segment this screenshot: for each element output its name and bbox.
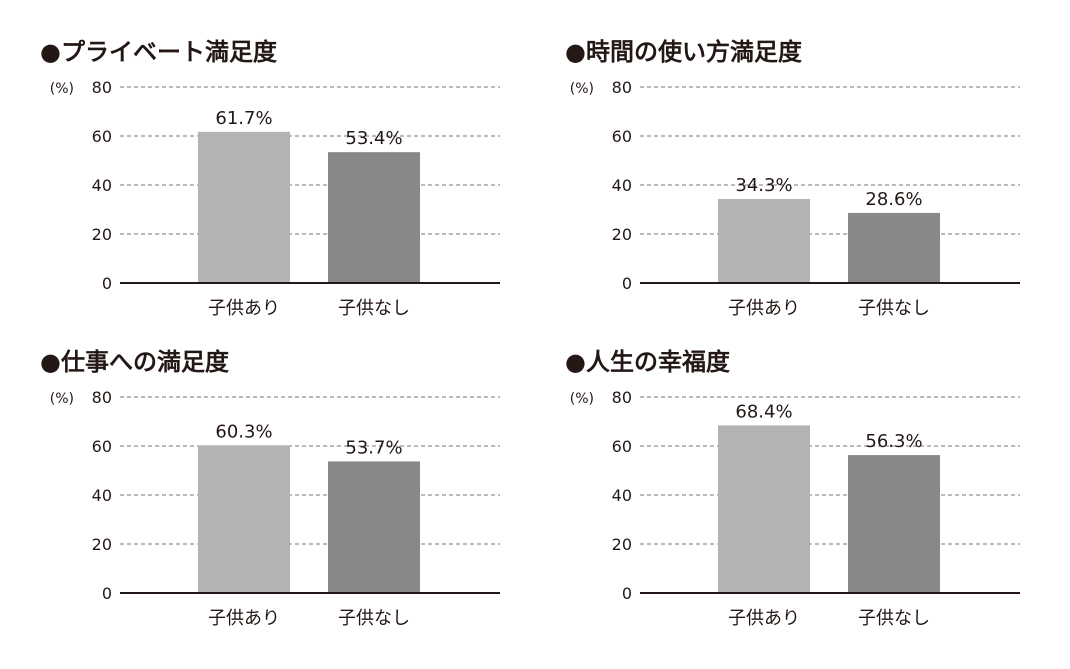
bar-with-children bbox=[198, 131, 290, 283]
x-tick-label: 子供なし bbox=[338, 608, 410, 629]
y-tick-label: 40 bbox=[612, 176, 632, 195]
x-tick-label: 子供あり bbox=[728, 608, 800, 629]
y-tick-label: 60 bbox=[612, 127, 632, 146]
y-tick-label: 0 bbox=[622, 274, 632, 293]
y-tick-label: 20 bbox=[92, 225, 112, 244]
y-tick-label: 80 bbox=[92, 388, 112, 407]
bar-without-children bbox=[848, 455, 940, 593]
y-tick-label: 60 bbox=[92, 437, 112, 456]
x-tick-label: 子供なし bbox=[338, 298, 410, 319]
data-label: 53.7% bbox=[345, 437, 402, 458]
y-axis-unit: (%) bbox=[50, 81, 74, 97]
bar-with-children bbox=[198, 445, 290, 593]
data-label: 28.6% bbox=[865, 189, 922, 210]
bar-with-children bbox=[718, 198, 810, 283]
bar-without-children bbox=[328, 461, 420, 593]
data-label: 53.4% bbox=[345, 128, 402, 149]
data-label: 61.7% bbox=[215, 108, 272, 129]
y-tick-label: 40 bbox=[92, 486, 112, 505]
y-tick-label: 20 bbox=[612, 225, 632, 244]
y-tick-label: 0 bbox=[102, 584, 112, 603]
y-axis-unit: (%) bbox=[570, 81, 594, 97]
x-tick-label: 子供あり bbox=[208, 608, 280, 629]
y-tick-label: 0 bbox=[102, 274, 112, 293]
x-tick-label: 子供あり bbox=[208, 298, 280, 319]
data-label: 68.4% bbox=[735, 401, 792, 422]
y-tick-label: 60 bbox=[92, 127, 112, 146]
y-tick-label: 80 bbox=[612, 78, 632, 97]
y-tick-label: 80 bbox=[92, 78, 112, 97]
chart-title: ●人生の幸福度 bbox=[565, 348, 731, 376]
chart-title: ●時間の使い方満足度 bbox=[565, 38, 803, 66]
data-label: 56.3% bbox=[865, 431, 922, 452]
y-tick-label: 60 bbox=[612, 437, 632, 456]
y-tick-label: 20 bbox=[92, 535, 112, 554]
y-tick-label: 0 bbox=[622, 584, 632, 603]
bar-without-children bbox=[848, 212, 940, 283]
data-label: 34.3% bbox=[735, 175, 792, 196]
x-tick-label: 子供なし bbox=[858, 298, 930, 319]
y-axis-unit: (%) bbox=[50, 391, 74, 407]
data-label: 60.3% bbox=[215, 421, 272, 442]
y-tick-label: 20 bbox=[612, 535, 632, 554]
x-tick-label: 子供なし bbox=[858, 608, 930, 629]
y-tick-label: 40 bbox=[92, 176, 112, 195]
y-axis-unit: (%) bbox=[570, 391, 594, 407]
chart-title: ●プライベート満足度 bbox=[40, 38, 278, 66]
bar-without-children bbox=[328, 152, 420, 283]
y-tick-label: 80 bbox=[612, 388, 632, 407]
bar-with-children bbox=[718, 425, 810, 593]
chart-title: ●仕事への満足度 bbox=[40, 348, 230, 376]
x-tick-label: 子供あり bbox=[728, 298, 800, 319]
y-tick-label: 40 bbox=[612, 486, 632, 505]
